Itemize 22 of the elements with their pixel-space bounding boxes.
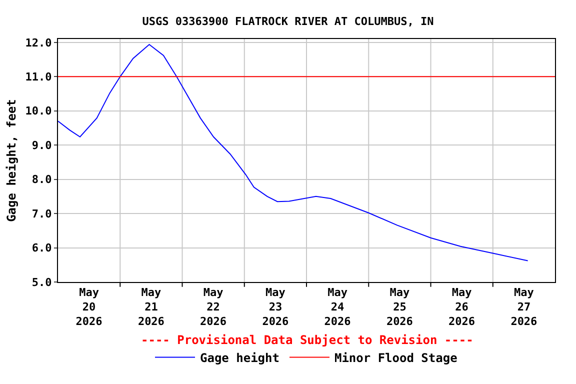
text: ---- Provisional Data Subject to Revision ---- (141, 333, 474, 347)
x-tick-label: May 24 2026 (324, 286, 352, 328)
y-axis-title: Gage height, feet (4, 99, 19, 222)
legend-label: Gage height (200, 350, 280, 365)
y-tick-label: 10.0 (25, 104, 52, 118)
y-tick-label: 8.0 (32, 173, 52, 186)
y-tick-label: 6.0 (32, 242, 52, 255)
x-tick-label: May 27 2026 (510, 286, 538, 328)
x-tick-label: May 23 2026 (262, 286, 290, 328)
y-tick-label: 5.0 (32, 276, 52, 289)
y-tick-label: 9.0 (32, 138, 52, 152)
x-tick-label: May 22 2026 (200, 286, 227, 328)
line-series (58, 44, 528, 262)
y-tick-label: 7.0 (32, 207, 52, 220)
chart-title: USGS 03363900 FLATROCK RIVER AT COLUMBUS, IN (142, 14, 434, 28)
x-tick-label: May 20 2026 (76, 286, 103, 328)
legend-label: Minor Flood Stage (334, 350, 458, 365)
y-tick-label: 11.0 (25, 70, 52, 84)
x-tick-label: May 21 2026 (138, 286, 165, 328)
x-tick-label: May 26 2026 (448, 286, 476, 328)
x-tick-label: May 25 2026 (386, 286, 414, 328)
y-tick-label: 12.0 (25, 36, 52, 50)
